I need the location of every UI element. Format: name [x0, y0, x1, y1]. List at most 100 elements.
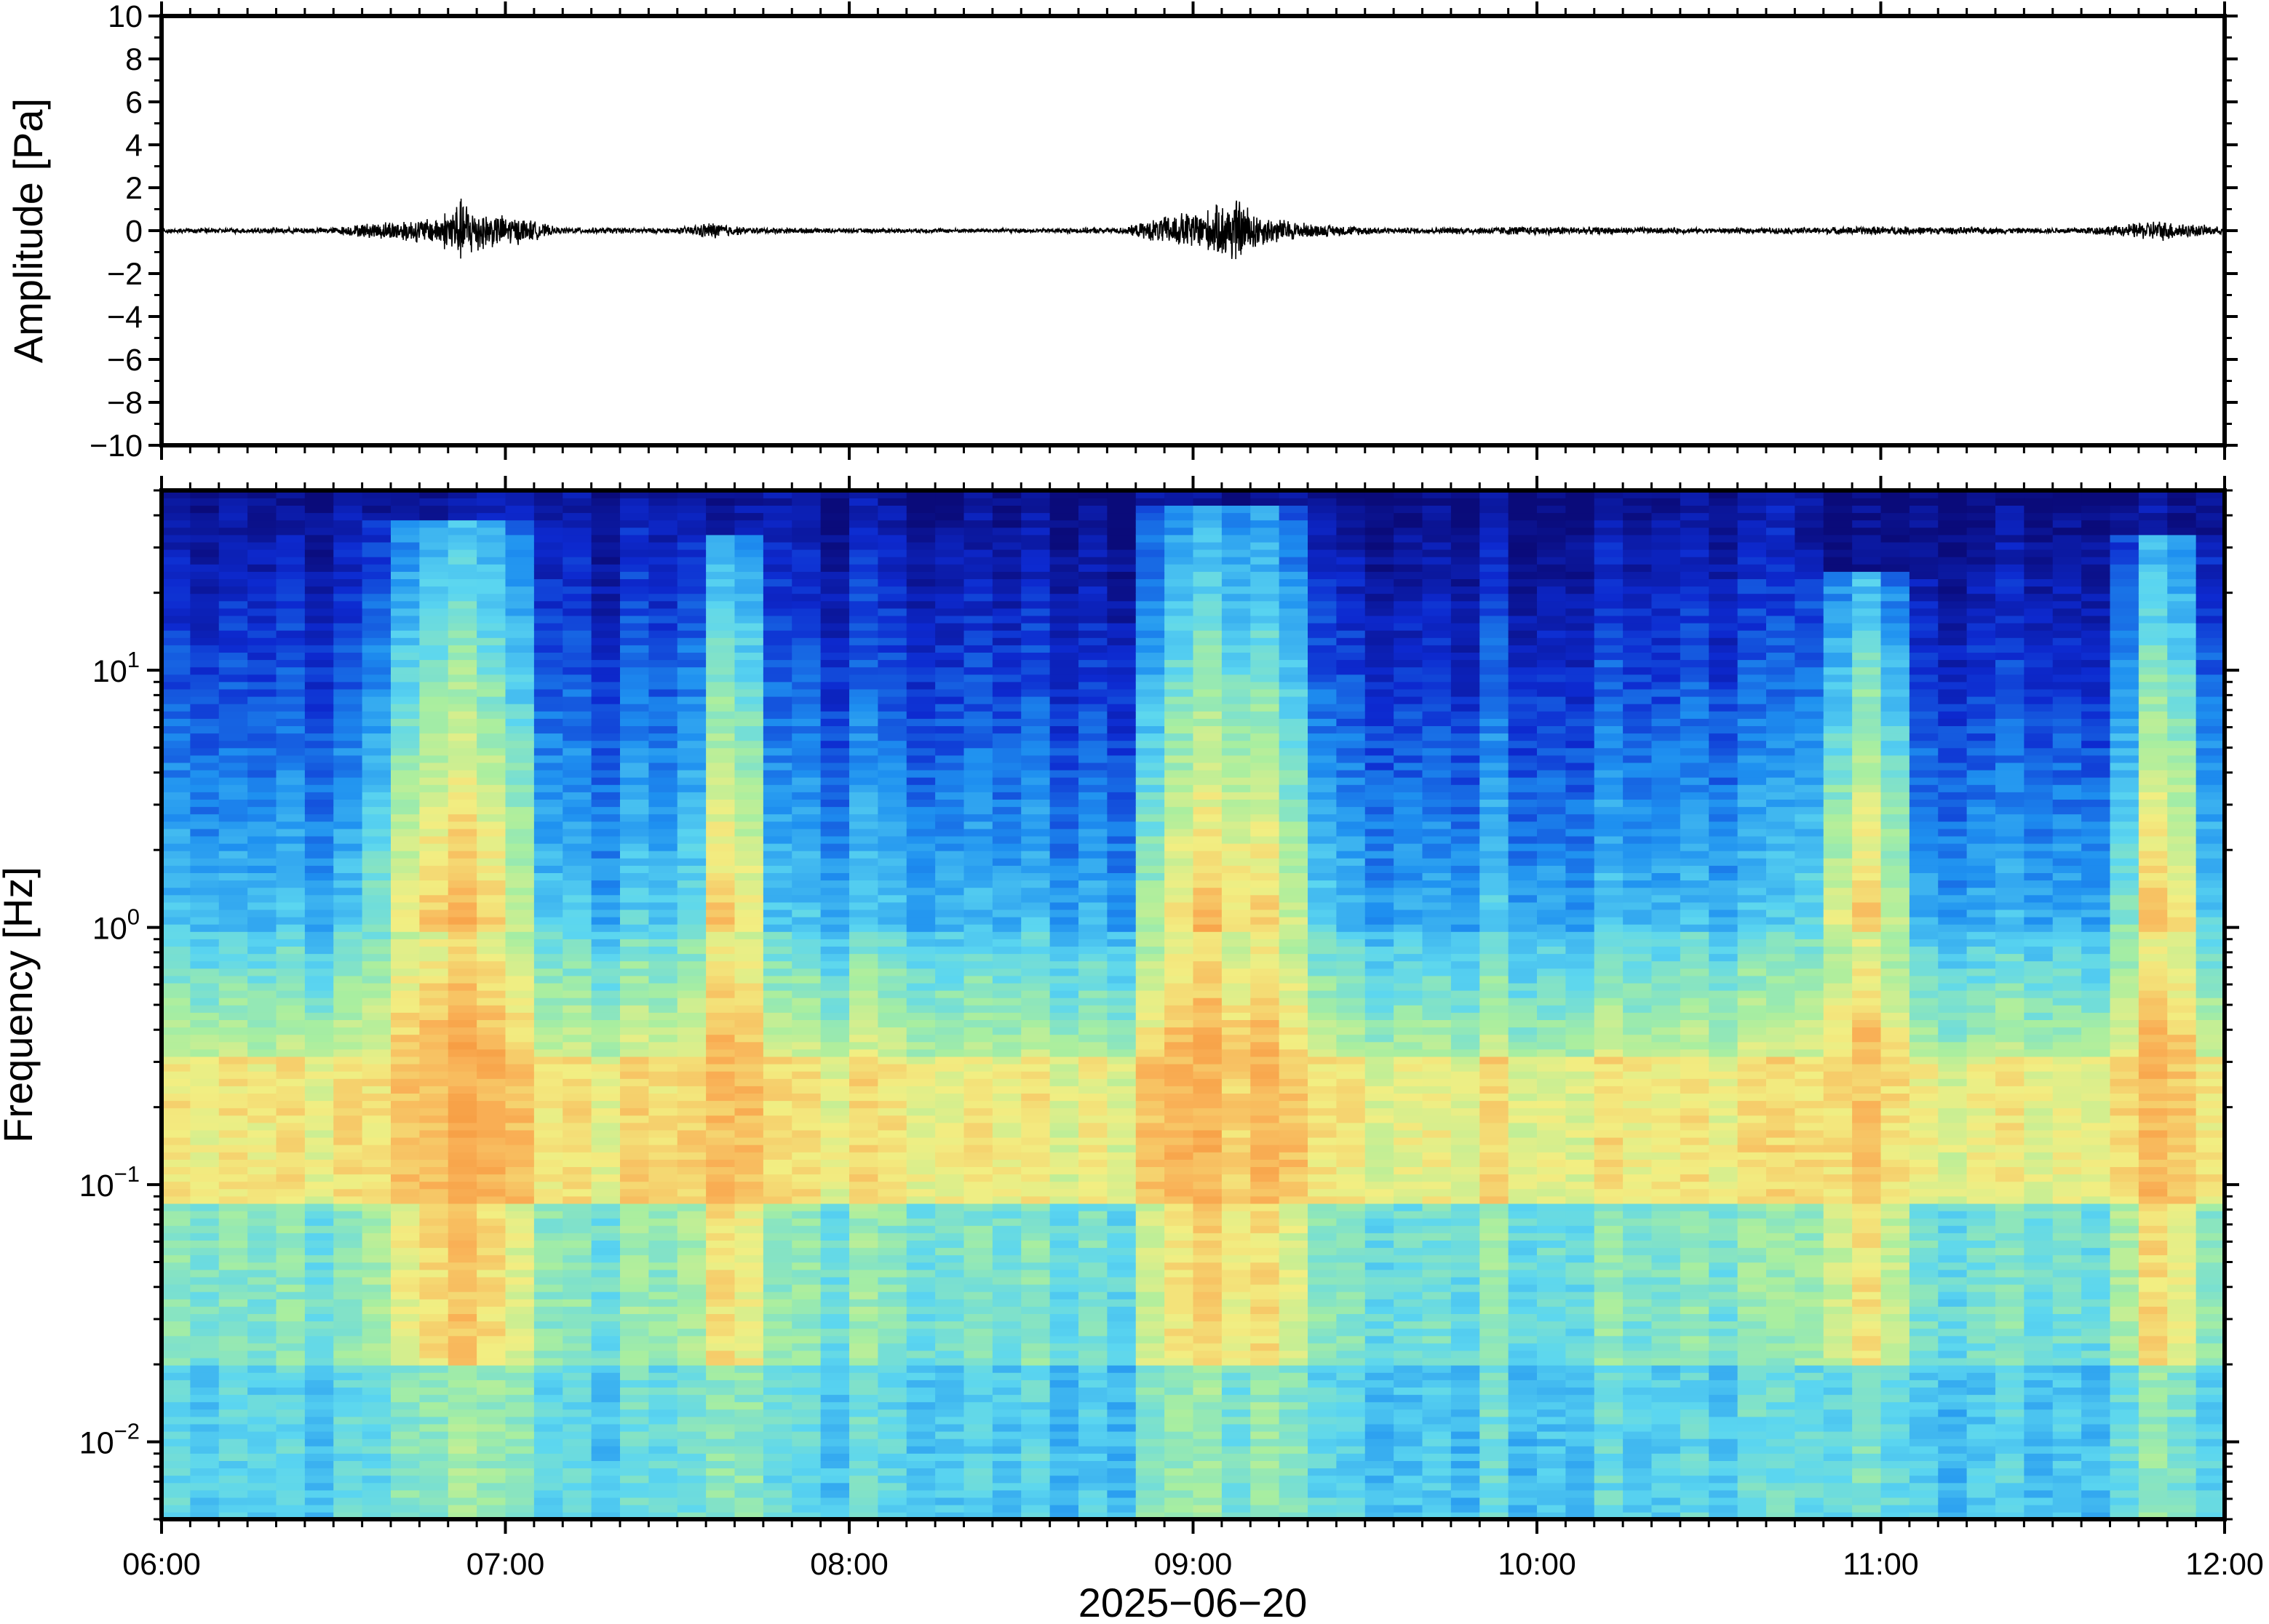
heatmap-cell: [935, 858, 965, 866]
heatmap-cell: [1049, 887, 1079, 896]
heatmap-cell: [648, 1313, 678, 1322]
heatmap-cell: [706, 1174, 736, 1182]
heatmap-cell: [1135, 1489, 1165, 1498]
heatmap-cell: [419, 586, 449, 594]
heatmap-cell: [935, 681, 965, 690]
heatmap-cell: [505, 1115, 535, 1123]
heatmap-cell: [1164, 1041, 1194, 1050]
heatmap-cell: [992, 1233, 1022, 1241]
heatmap-cell: [1135, 953, 1165, 962]
heatmap-cell: [362, 1012, 392, 1020]
heatmap-cell: [505, 1357, 535, 1366]
heatmap-cell: [218, 1364, 248, 1373]
heatmap-cell: [533, 776, 564, 785]
heatmap-cell: [963, 1299, 993, 1307]
heatmap-cell: [448, 1107, 477, 1116]
heatmap-cell: [878, 901, 907, 910]
heatmap-cell: [247, 549, 277, 557]
heatmap-cell: [878, 1423, 907, 1432]
heatmap-cell: [333, 1086, 363, 1094]
heatmap-cell: [448, 1217, 477, 1226]
heatmap-cell: [304, 1409, 335, 1417]
heatmap-cell: [162, 1107, 191, 1116]
heatmap-cell: [1135, 1166, 1165, 1175]
heatmap-cell: [448, 975, 477, 984]
heatmap-cell: [792, 527, 822, 536]
heatmap-cell: [333, 880, 363, 888]
heatmap-cell: [677, 703, 707, 712]
heatmap-cell: [333, 858, 363, 866]
heatmap-cell: [820, 564, 850, 572]
heatmap-cell: [276, 652, 306, 661]
heatmap-cell: [935, 1093, 965, 1102]
heatmap-cell: [734, 1335, 764, 1344]
heatmap-cell: [505, 755, 535, 763]
heatmap-cell: [849, 1409, 879, 1417]
heatmap-cell: [734, 813, 764, 822]
heatmap-cell: [591, 887, 621, 896]
heatmap-cell: [648, 1005, 678, 1013]
heatmap-cell: [1021, 608, 1051, 616]
heatmap-cell: [391, 953, 421, 962]
heatmap-cell: [706, 1276, 736, 1285]
heatmap-cell: [706, 1364, 736, 1373]
heatmap-cell: [878, 1409, 907, 1417]
heatmap-cell: [763, 674, 793, 682]
heatmap-cell: [706, 1387, 736, 1396]
heatmap-cell: [276, 1012, 306, 1020]
heatmap-cell: [1049, 1283, 1079, 1292]
heatmap-cell: [162, 1342, 191, 1351]
heatmap-cell: [1021, 549, 1051, 557]
heatmap-cell: [1135, 1034, 1165, 1043]
heatmap-cell: [591, 1262, 621, 1270]
heatmap-cell: [276, 578, 306, 587]
heatmap-cell: [1021, 1195, 1051, 1204]
heatmap-cell: [648, 968, 678, 976]
heatmap-cell: [935, 747, 965, 756]
heatmap-cell: [563, 946, 592, 955]
heatmap-cell: [849, 1078, 879, 1086]
heatmap-cell: [304, 939, 335, 947]
heatmap-cell: [677, 674, 707, 682]
heatmap-cell: [1049, 1453, 1079, 1461]
heatmap-cell: [906, 776, 936, 785]
heatmap-cell: [906, 1240, 936, 1249]
heatmap-cell: [1164, 872, 1194, 881]
heatmap-cell: [878, 1210, 907, 1219]
heatmap-cell: [820, 1152, 850, 1160]
heatmap-cell: [1135, 792, 1165, 800]
heatmap-cell: [563, 1328, 592, 1337]
heatmap-cell: [648, 1247, 678, 1256]
heatmap-cell: [563, 711, 592, 719]
heatmap-cell: [563, 1299, 592, 1307]
heatmap-cell: [333, 725, 363, 734]
heatmap-cell: [533, 1019, 564, 1028]
heatmap-cell: [218, 916, 248, 925]
heatmap-cell: [419, 490, 449, 498]
heatmap-cell: [162, 806, 191, 815]
heatmap-cell: [706, 1144, 736, 1153]
heatmap-cell: [563, 1475, 592, 1484]
heatmap-cell: [505, 1276, 535, 1285]
heatmap-cell: [1021, 982, 1051, 991]
heatmap-cell: [1164, 1291, 1194, 1299]
heatmap-cell: [620, 1181, 650, 1190]
heatmap-cell: [648, 549, 678, 557]
heatmap-cell: [247, 681, 277, 690]
heatmap-cell: [677, 821, 707, 829]
heatmap-cell: [333, 1468, 363, 1476]
heatmap-cell: [218, 1122, 248, 1131]
heatmap-cell: [1049, 1468, 1079, 1476]
heatmap-cell: [563, 1107, 592, 1116]
heatmap-cell: [190, 578, 220, 587]
heatmap-cell: [648, 1217, 678, 1226]
heatmap-cell: [563, 1269, 592, 1278]
heatmap-cell: [505, 1144, 535, 1153]
heatmap-cell: [906, 1137, 936, 1145]
heatmap-cell: [792, 835, 822, 844]
heatmap-cell: [677, 1328, 707, 1337]
heatmap-cell: [563, 1291, 592, 1299]
heatmap-cell: [1021, 1468, 1051, 1476]
heatmap-cell: [1078, 776, 1108, 785]
heatmap-cell: [391, 968, 421, 976]
